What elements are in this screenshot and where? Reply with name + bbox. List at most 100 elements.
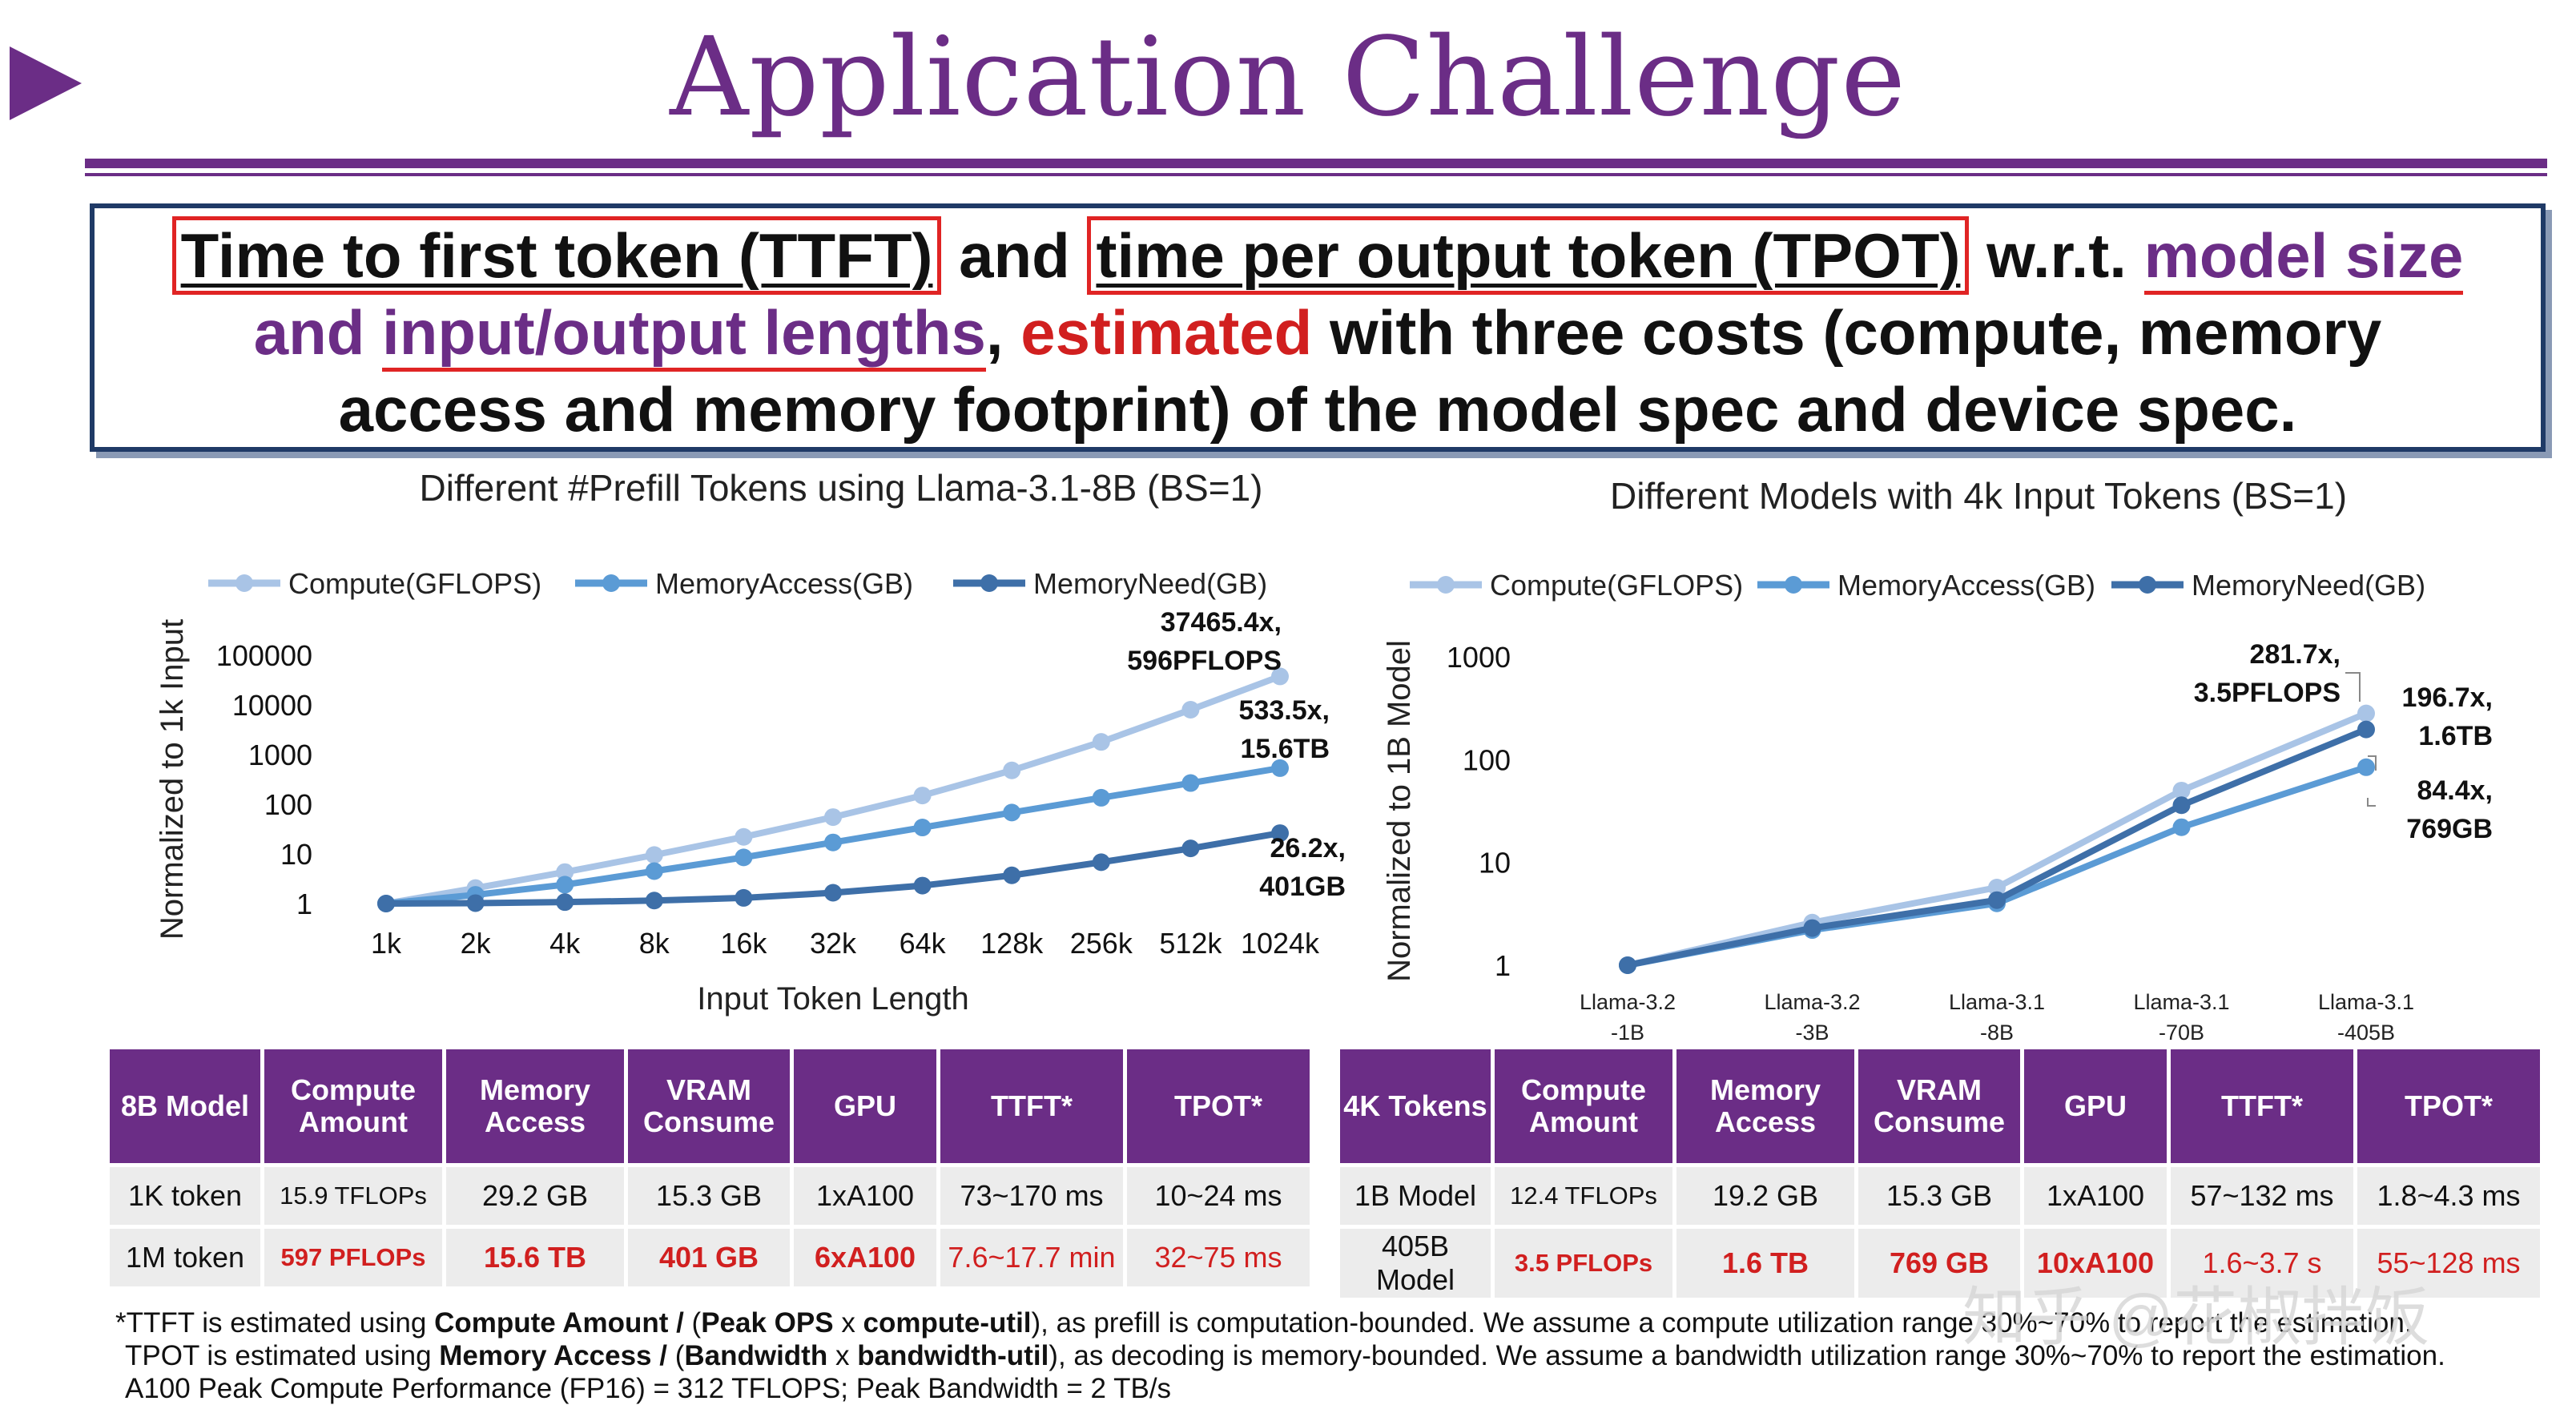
legend-marker-1 [1785, 576, 1802, 594]
table-header: TPOT* [2357, 1049, 2540, 1163]
legend-label-2: MemoryNeed(GB) [1033, 567, 1267, 600]
data-point-0 [824, 808, 842, 827]
data-point-2 [1619, 956, 1636, 974]
text: Peak OPS [701, 1307, 834, 1339]
data-point-2 [735, 888, 753, 907]
data-point-2 [2357, 720, 2375, 739]
annotation-label: 196.7x, [2402, 682, 2493, 713]
legend-label-2: MemoryNeed(GB) [2192, 569, 2425, 602]
chart1: Compute(GFLOPS) MemoryAccess(GB) MemoryNee… [155, 567, 1346, 1017]
annotation-label: 533.5x, [1239, 695, 1330, 726]
text: w.r.t. [1969, 220, 2144, 291]
data-point-1 [2357, 758, 2375, 776]
table-cell: 73~170 ms [940, 1167, 1123, 1225]
data-point-0 [645, 846, 663, 864]
table-header: Memory Access [446, 1049, 624, 1163]
x-tick-label: -3B [1795, 1021, 1829, 1041]
annotation-leader [2345, 672, 2361, 702]
data-point-2 [1803, 919, 1821, 937]
x-tick-label: 128k [980, 927, 1044, 960]
footnote-2: TPOT is estimated using Memory Access / … [125, 1340, 2445, 1372]
data-point-0 [1181, 701, 1200, 719]
legend-label-0: Compute(GFLOPS) [288, 567, 541, 600]
data-point-1 [1092, 788, 1110, 807]
table-header: 8B Model [110, 1049, 260, 1163]
data-point-1 [556, 876, 574, 894]
x-tick-label: Llama-3.1 [1949, 990, 2045, 1014]
text: Compute Amount / [434, 1307, 692, 1339]
legend-label-0: Compute(GFLOPS) [1490, 569, 1743, 602]
text: x [833, 1307, 863, 1339]
x-tick-label: 1k [371, 927, 402, 960]
text: x [827, 1340, 858, 1371]
chart1-title: Different #Prefill Tokens using Llama-3.… [419, 467, 1263, 509]
x-tick-label: -405B [2337, 1021, 2395, 1041]
table-header: 4K Tokens [1340, 1049, 1491, 1163]
table-cell: 3.5 PFLOPs [1495, 1229, 1672, 1298]
y-axis-title: Normalized to 1k Input [155, 619, 190, 940]
text: Bandwidth [684, 1340, 828, 1371]
table-row: 405B Model 3.5 PFLOPs 1.6 TB 769 GB 10xA100 1… [1340, 1229, 2540, 1298]
table-header: TPOT* [1127, 1049, 1310, 1163]
table-row: 1B Model 12.4 TFLOPs 19.2 GB 15.3 GB 1xA100 5… [1340, 1167, 2540, 1225]
text: Memory Access / [439, 1340, 675, 1371]
annotation-label: 1.6TB [2418, 721, 2493, 751]
text: compute-util [863, 1307, 1032, 1339]
summary-line-1: Time to first token (TTFT) and time per … [95, 216, 2541, 295]
table-cell: 405B Model [1340, 1229, 1491, 1298]
data-point-2 [556, 893, 574, 912]
y-tick-label: 10 [1479, 847, 1511, 880]
footnote-3: A100 Peak Compute Performance (FP16) = 3… [125, 1373, 1172, 1404]
tpot-term: time per output token (TPOT) [1087, 216, 1970, 295]
title-rule-thin [85, 173, 2547, 176]
y-tick-label: 10 [280, 838, 312, 871]
table-cell: 7.6~17.7 min [940, 1229, 1123, 1286]
x-tick-label: 1024k [1241, 927, 1320, 960]
table-cell: 15.6 TB [446, 1229, 624, 1286]
data-point-2 [2172, 796, 2191, 815]
table-cell: 10~24 ms [1127, 1167, 1310, 1225]
legend-marker-2 [2139, 576, 2156, 594]
y-tick-label: 1 [296, 888, 312, 920]
data-point-2 [1181, 839, 1200, 858]
y-axis-title: Normalized to 1B Model [1382, 640, 1417, 982]
table-cell: 597 PFLOPs [264, 1229, 442, 1286]
x-tick-label: 256k [1070, 927, 1133, 960]
table-header: GPU [794, 1049, 936, 1163]
table-cell: 19.2 GB [1676, 1167, 1854, 1225]
data-point-1 [645, 862, 663, 880]
data-point-1 [735, 848, 753, 867]
data-point-2 [1092, 853, 1110, 872]
data-point-0 [1271, 667, 1289, 686]
x-tick-label: -70B [2159, 1021, 2204, 1041]
legend-label-1: MemoryAccess(GB) [655, 567, 913, 600]
table-cell: 401 GB [628, 1229, 790, 1286]
slide-title: Application Challenge [670, 14, 1906, 141]
series-line-2 [1627, 726, 2368, 968]
text: with three costs (compute, memory [1312, 297, 2382, 368]
legend-marker-0 [235, 574, 253, 592]
x-tick-label: 512k [1159, 927, 1222, 960]
y-tick-label: 100 [1463, 743, 1511, 776]
text: *TTFT is estimated using [115, 1307, 435, 1339]
x-axis-title: Input Token Length [697, 981, 969, 1017]
y-tick-label: 1000 [248, 739, 312, 771]
data-point-2 [466, 894, 485, 912]
legend-marker-1 [602, 574, 620, 592]
annotation-label: 37465.4x, [1161, 607, 1282, 638]
data-point-2 [645, 892, 663, 910]
annotation-label: 281.7x, [2250, 639, 2341, 670]
table-cell: 15.3 GB [1858, 1167, 2020, 1225]
table-cell: 10xA100 [2024, 1229, 2167, 1298]
series-line-1 [1627, 763, 2368, 968]
ttft-term: Time to first token (TTFT) [171, 216, 942, 295]
data-point-2 [1988, 891, 2006, 909]
table-cell: 1xA100 [2024, 1167, 2167, 1225]
footnote-1: *TTFT is estimated using Compute Amount … [115, 1307, 2413, 1339]
text: ), as decoding is memory-bounded. We ass… [1049, 1340, 2445, 1371]
table-cell: 55~128 ms [2357, 1229, 2540, 1298]
data-point-2 [1271, 824, 1289, 843]
data-point-1 [2172, 818, 2191, 836]
data-point-0 [2357, 704, 2375, 723]
data-point-1 [1003, 803, 1021, 822]
